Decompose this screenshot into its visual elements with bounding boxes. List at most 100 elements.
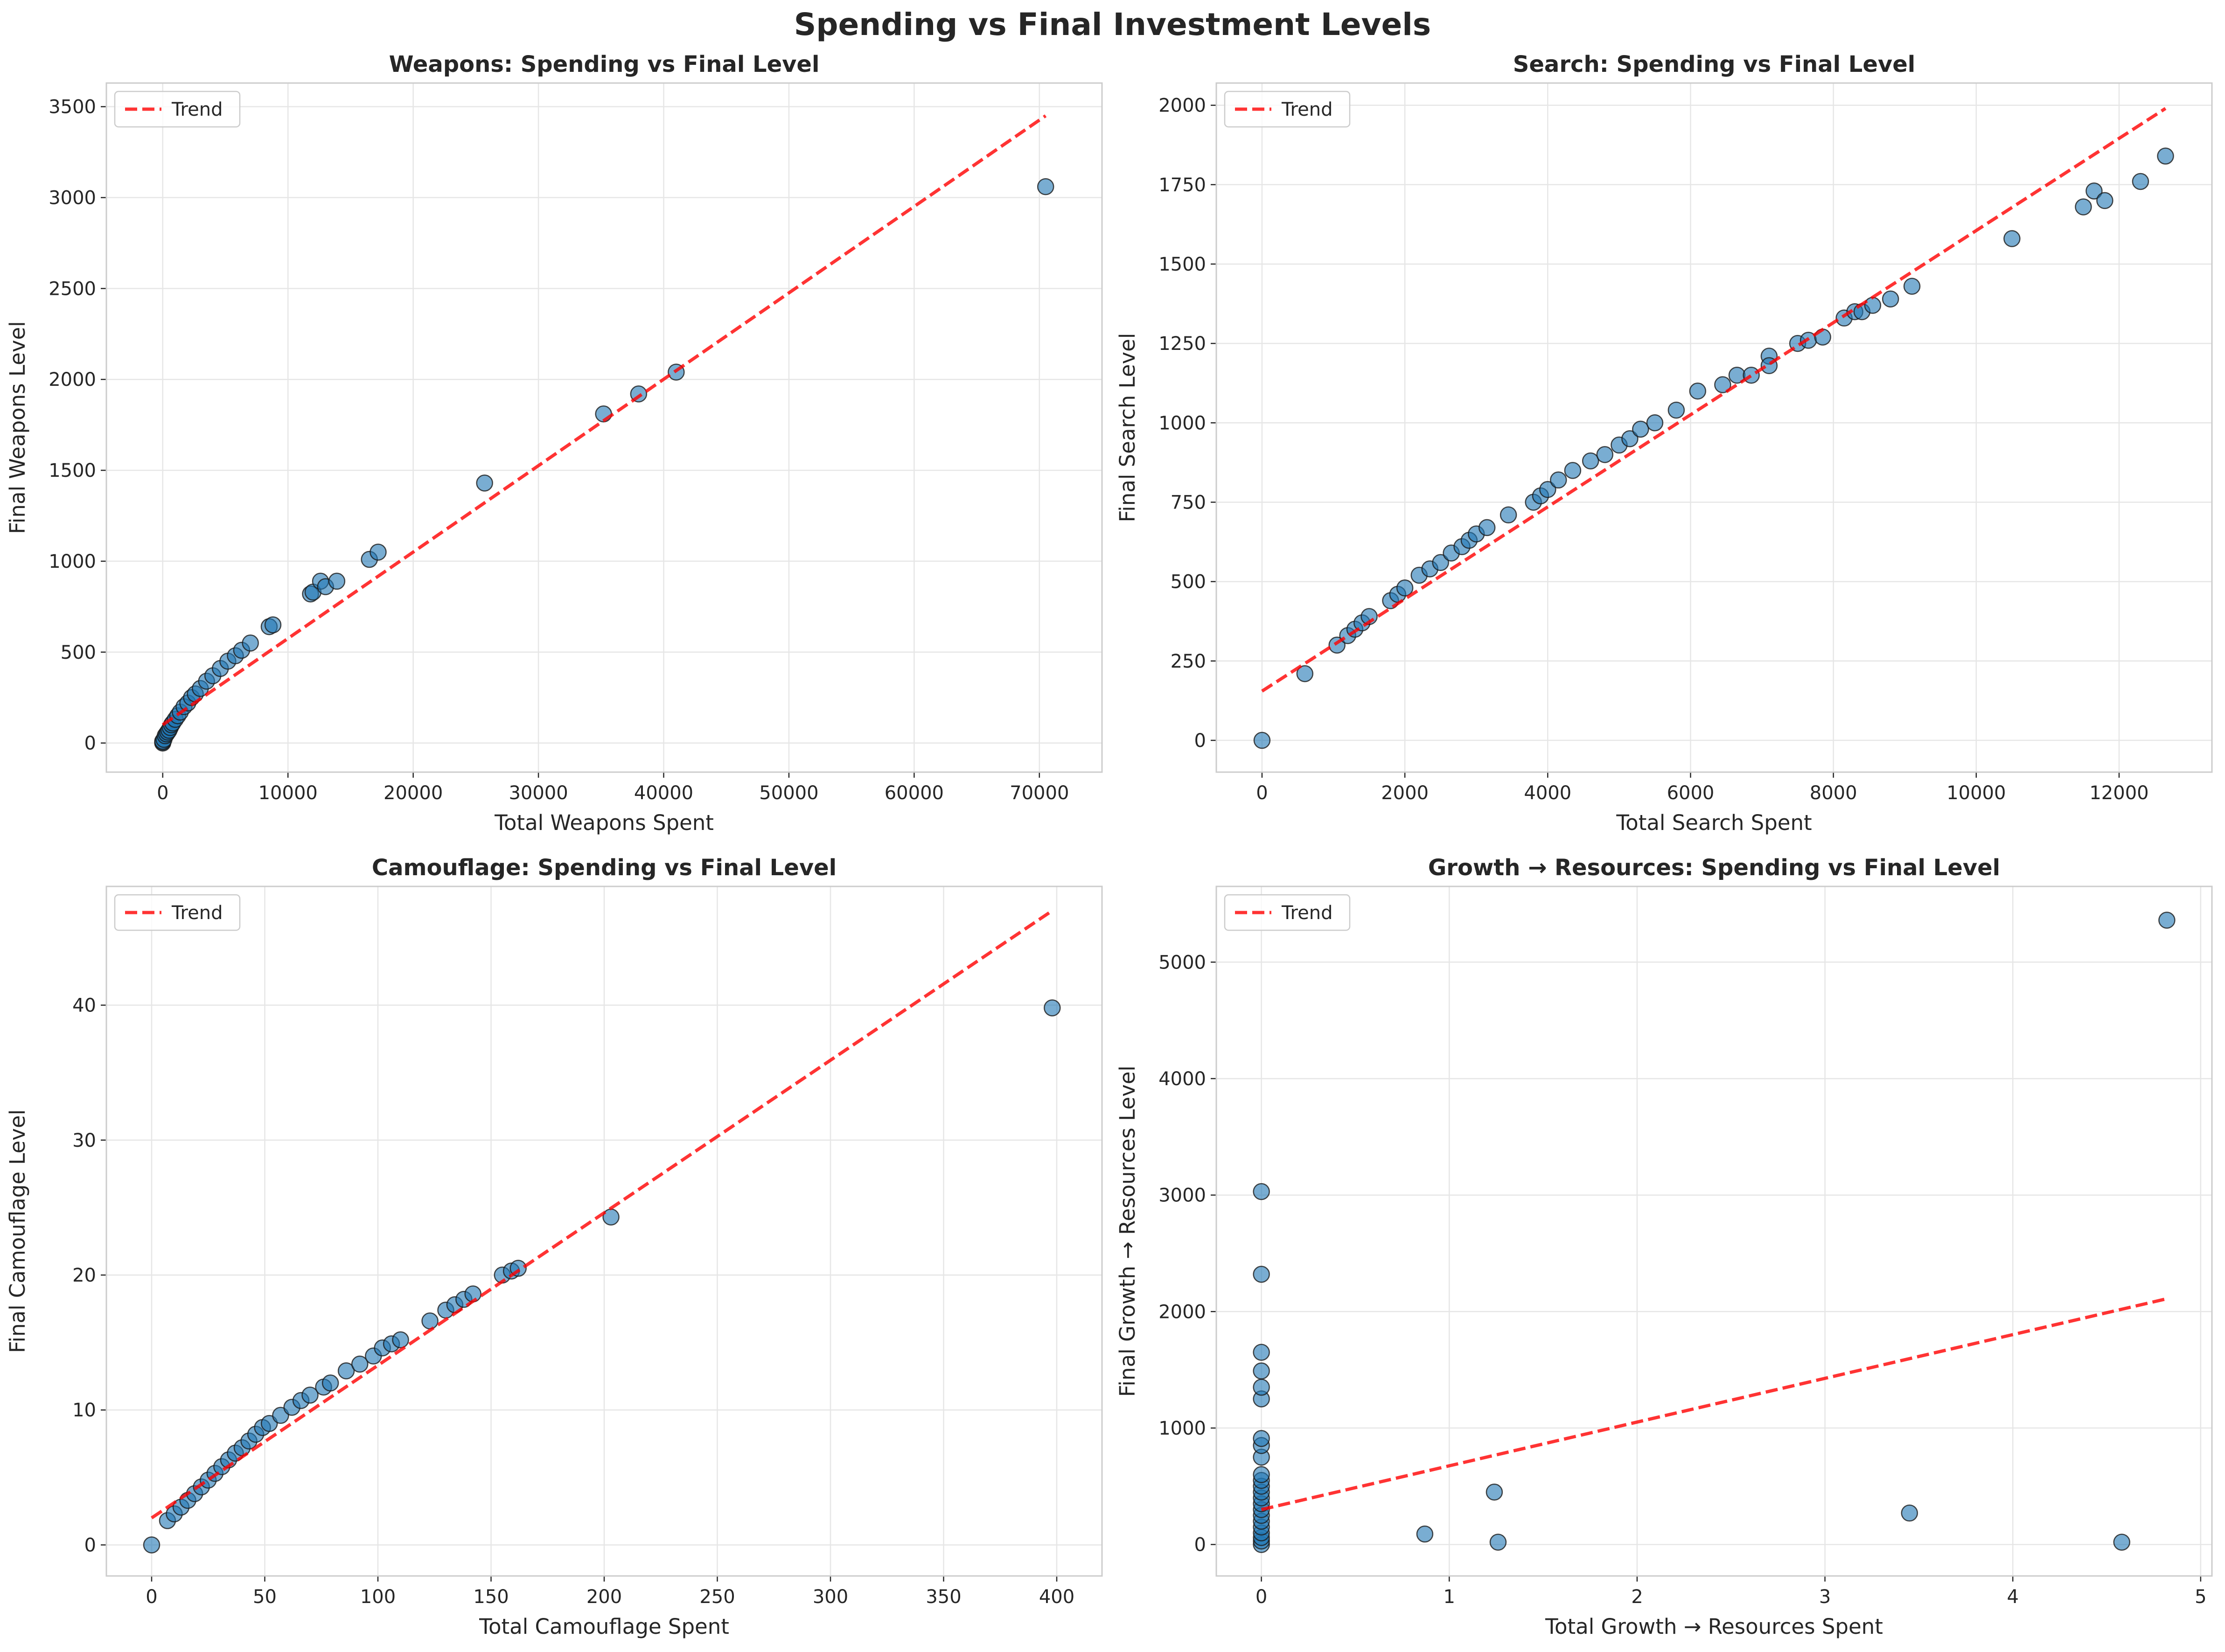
data-point [2086, 182, 2103, 200]
data-point [301, 1387, 319, 1404]
data-point [1253, 1466, 1270, 1484]
y-axis-label: Final Search Level [1115, 333, 1140, 523]
trend-line [1261, 107, 2167, 693]
data-point [1582, 452, 1599, 470]
gridlines [106, 83, 1102, 772]
scatter-points [143, 999, 1061, 1554]
data-point [1416, 1525, 1434, 1543]
x-tick-label: 40000 [634, 782, 693, 804]
legend-box [114, 91, 241, 128]
data-point [1396, 579, 1414, 597]
legend-label: Trend [171, 99, 223, 120]
x-tick-label: 0 [1255, 1586, 1267, 1608]
x-tick-label: 400 [1039, 1586, 1074, 1608]
x-tick-label: 250 [699, 1586, 735, 1608]
ticks: 0 1 2 3 4 5 0 1000 2000 3000 4000 5000 [1158, 952, 2206, 1608]
x-tick-label: 4000 [1524, 782, 1571, 804]
x-tick-label: 4 [2007, 1586, 2018, 1608]
data-point [321, 1374, 339, 1392]
x-tick-label: 50000 [759, 782, 818, 804]
axes-frame [1215, 82, 2213, 773]
panel-title: Camouflage: Spending vs Final Level [372, 855, 837, 881]
data-point [1253, 1379, 1270, 1396]
y-tick-label: 2000 [1158, 95, 1206, 117]
data-point [1596, 446, 1614, 463]
x-tick-label: 350 [926, 1586, 961, 1608]
scatter-points [1253, 912, 2176, 1553]
data-point [1478, 519, 1496, 537]
x-tick-label: 100 [360, 1586, 396, 1608]
data-point [1714, 376, 1731, 393]
trend-line [1261, 1297, 2168, 1512]
y-tick-label: 1500 [1158, 254, 1206, 275]
data-point [1903, 278, 1921, 295]
gridlines [1216, 83, 2212, 772]
legend-box [114, 894, 241, 931]
data-point [143, 1536, 160, 1554]
trend-line [161, 114, 1047, 726]
y-tick-label: 5000 [1158, 952, 1206, 973]
y-tick-label: 4000 [1158, 1068, 1206, 1090]
y-tick-label: 500 [1171, 572, 1206, 593]
x-tick-label: 10000 [258, 782, 318, 804]
x-axis-label: Total Growth → Resources Spent [1545, 1614, 1883, 1639]
y-tick-label: 20 [72, 1265, 96, 1286]
data-point [1882, 290, 1899, 308]
x-tick-label: 1 [1444, 1586, 1455, 1608]
legend-label: Trend [1281, 902, 1332, 924]
y-tick-label: 30 [72, 1130, 96, 1151]
axes-frame [105, 885, 1103, 1577]
y-tick-label: 0 [84, 1534, 96, 1556]
data-point [1486, 1483, 1503, 1501]
x-tick-label: 0 [157, 782, 168, 804]
y-tick-label: 0 [1194, 1534, 1206, 1556]
data-point [1689, 382, 1707, 400]
y-tick-label: 1500 [49, 460, 96, 481]
panel-title: Weapons: Spending vs Final Level [389, 51, 820, 77]
data-point [1550, 471, 1567, 489]
data-point [1253, 1266, 1270, 1283]
panel-title: Search: Spending vs Final Level [1513, 51, 1915, 77]
data-point [1489, 1534, 1507, 1551]
y-tick-label: 0 [1194, 730, 1206, 752]
data-point [1432, 554, 1449, 572]
ticks: 0 50 100 150 200 250 300 350 400 0 10 20 30 40 [72, 995, 1074, 1608]
data-point [2157, 147, 2174, 165]
legend-box [1224, 91, 1351, 128]
x-tick-label: 2 [1631, 1586, 1643, 1608]
data-point [337, 1362, 355, 1380]
ticks: 0 2000 4000 6000 8000 10000 12000 0 250 500 750 100… [1158, 95, 2148, 804]
y-tick-label: 0 [84, 733, 96, 754]
data-point [476, 474, 493, 492]
x-tick-label: 300 [813, 1586, 848, 1608]
data-point [1500, 506, 1517, 523]
y-tick-label: 3500 [49, 97, 96, 118]
x-tick-label: 30000 [509, 782, 568, 804]
data-point [1667, 401, 1685, 419]
y-tick-label: 1000 [49, 551, 96, 572]
figure-title: Spending vs Final Investment Levels [794, 7, 1431, 42]
x-tick-label: 5 [2195, 1586, 2206, 1608]
data-point [2096, 192, 2113, 209]
x-tick-label: 150 [473, 1586, 509, 1608]
x-tick-label: 0 [146, 1586, 157, 1608]
x-tick-label: 70000 [1010, 782, 1069, 804]
data-point [1253, 1183, 1270, 1200]
data-point [2132, 173, 2149, 190]
y-tick-label: 750 [1171, 492, 1206, 513]
y-axis-label: Final Camouflage Level [5, 1109, 30, 1353]
x-tick-label: 12000 [2089, 782, 2148, 804]
y-tick-label: 2000 [1158, 1301, 1206, 1323]
data-point [1632, 420, 1649, 438]
data-point [2113, 1534, 2130, 1551]
data-point [370, 544, 387, 561]
x-axis-label: Total Weapons Spent [494, 810, 714, 835]
x-tick-label: 50 [253, 1586, 277, 1608]
y-tick-label: 2500 [49, 278, 96, 300]
data-point [1646, 414, 1664, 432]
x-tick-label: 0 [1256, 782, 1268, 804]
axes-frame [105, 82, 1103, 773]
y-tick-label: 1750 [1158, 174, 1206, 196]
axes-frame [1215, 885, 2213, 1577]
x-tick-label: 2000 [1381, 782, 1429, 804]
